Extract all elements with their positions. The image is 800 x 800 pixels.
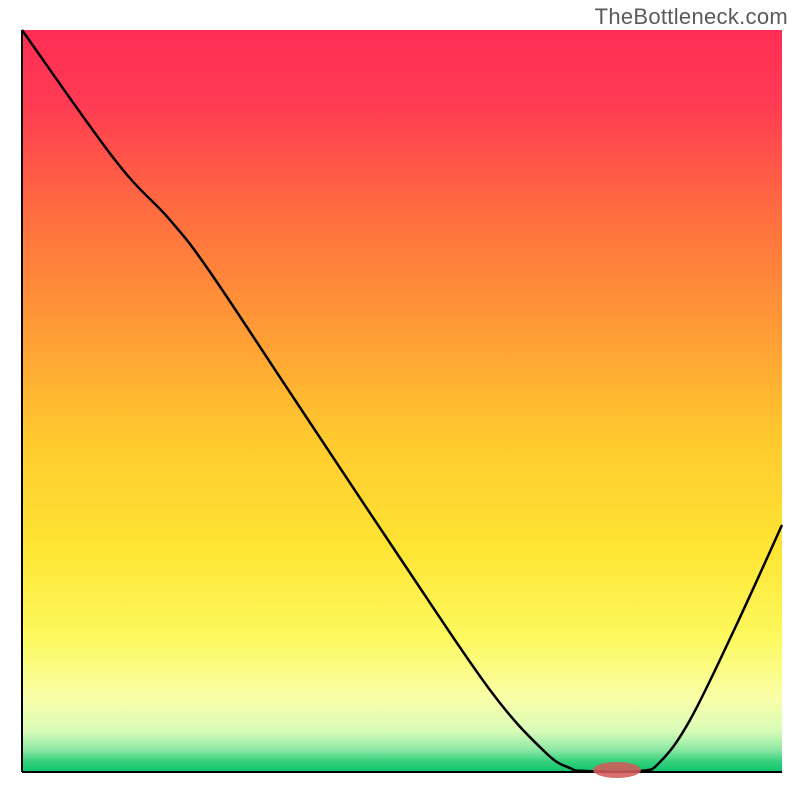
watermark-text: TheBottleneck.com	[595, 4, 788, 30]
chart-canvas	[0, 0, 800, 800]
optimal-marker	[593, 762, 641, 778]
plot-background	[22, 30, 782, 772]
